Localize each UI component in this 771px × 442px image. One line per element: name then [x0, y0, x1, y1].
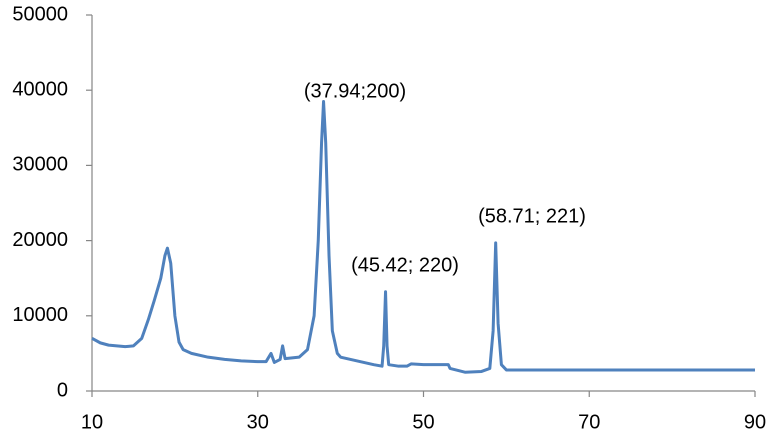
y-tick-label: 0 [57, 379, 68, 401]
x-tick-label: 50 [412, 411, 434, 433]
peak-annotation: (37.94;200) [304, 80, 406, 102]
x-tick-label: 90 [744, 411, 766, 433]
y-tick-label: 40000 [12, 78, 68, 100]
y-tick-label: 50000 [12, 3, 68, 25]
x-tick-label: 30 [247, 411, 269, 433]
x-tick-label: 10 [81, 411, 103, 433]
xrd-line [91, 99, 755, 374]
y-tick-label: 10000 [12, 304, 68, 326]
y-tick-label: 30000 [12, 154, 68, 176]
y-tick-label: 20000 [12, 229, 68, 251]
x-tick-label: 70 [578, 411, 600, 433]
peak-annotation: (58.71; 221) [478, 205, 586, 227]
peak-annotation: (45.42; 220) [351, 254, 459, 276]
